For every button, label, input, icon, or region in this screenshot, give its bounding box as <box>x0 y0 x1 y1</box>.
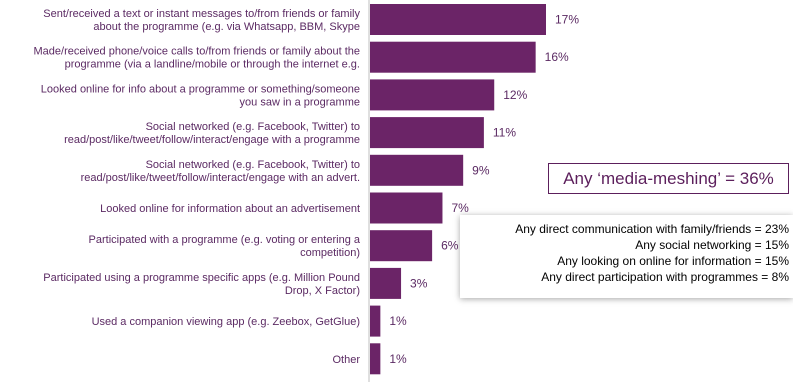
summary-line-social-networking: Any social networking = 15% <box>635 238 789 252</box>
value-label-4: 9% <box>472 163 490 177</box>
summary-box: Any direct communication with family/fri… <box>460 215 793 298</box>
category-label-5-line-0: Looked online for information about an a… <box>100 203 360 215</box>
bar-3 <box>370 117 484 149</box>
bar-5 <box>370 192 443 224</box>
value-label-3: 11% <box>493 126 516 140</box>
value-label-7: 3% <box>410 276 428 290</box>
category-label-1-line-1: programme (via a landline/mobile or thro… <box>65 59 360 71</box>
value-label-2: 12% <box>503 88 527 102</box>
value-label-8: 1% <box>389 314 407 328</box>
bar-4 <box>370 154 464 186</box>
value-label-6: 6% <box>441 239 459 253</box>
category-label-6-line-0: Participated with a programme (e.g. voti… <box>89 234 361 246</box>
bar-9 <box>370 343 381 375</box>
value-label-5: 7% <box>451 201 469 215</box>
bar-0 <box>370 4 546 35</box>
category-label-0-line-0: Sent/received a text or instant messages… <box>43 8 360 20</box>
summary-line-looking-online: Any looking on online for information = … <box>557 254 789 268</box>
category-label-1-line-0: Made/received phone/voice calls to/from … <box>34 46 361 58</box>
bar-1 <box>370 41 536 73</box>
category-label-2-line-0: Looked online for info about a programme… <box>41 83 360 95</box>
category-label-3-line-0: Social networked (e.g. Facebook, Twitter… <box>146 121 360 133</box>
category-label-7-line-0: Participated using a programme specific … <box>43 272 360 284</box>
category-label-2-line-1: you saw in a programme <box>240 96 360 108</box>
bar-6 <box>370 230 433 262</box>
value-label-1: 16% <box>545 50 569 64</box>
value-label-9: 1% <box>389 352 407 366</box>
category-label-9-line-0: Other <box>332 354 360 366</box>
category-label-4-line-0: Social networked (e.g. Facebook, Twitter… <box>146 159 360 171</box>
category-label-7-line-1: Drop, X Factor) <box>285 285 360 297</box>
bar-2 <box>370 79 495 111</box>
bar-7 <box>370 267 402 299</box>
category-label-6-line-1: competition) <box>300 247 360 259</box>
category-label-4-line-1: read/post/like/tweet/follow/interact/eng… <box>81 172 360 184</box>
summary-line-communication: Any direct communication with family/fri… <box>515 222 789 236</box>
value-label-0: 17% <box>555 13 579 27</box>
summary-line-participation: Any direct participation with programmes… <box>541 270 789 284</box>
category-label-8-line-0: Used a companion viewing app (e.g. Zeebo… <box>92 316 360 328</box>
category-label-3-line-1: read/post/like/tweet/follow/interact/eng… <box>64 134 360 146</box>
category-label-0-line-1: about the programme (e.g. via Whatsapp, … <box>93 21 360 33</box>
bar-8 <box>370 305 381 337</box>
media-meshing-callout: Any ‘media-meshing’ = 36% <box>548 163 789 194</box>
